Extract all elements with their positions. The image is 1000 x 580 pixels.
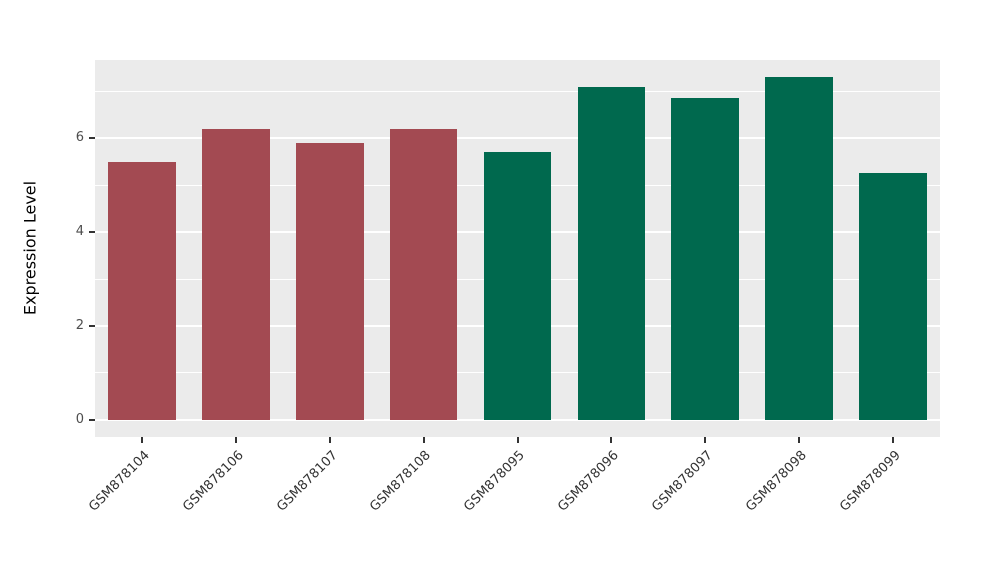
y-tick-mark xyxy=(89,137,95,140)
bar xyxy=(202,128,270,420)
x-tick-mark xyxy=(422,437,425,443)
x-tick-mark xyxy=(610,437,613,443)
bar xyxy=(577,86,646,420)
x-tick-mark xyxy=(516,437,519,443)
x-tick-mark xyxy=(328,437,331,443)
y-tick-label: 6 xyxy=(75,130,84,146)
x-tick-mark xyxy=(140,437,143,443)
y-tick-mark xyxy=(89,418,95,421)
bar xyxy=(765,77,833,420)
y-tick-label: 4 xyxy=(75,224,84,240)
bar xyxy=(295,142,364,420)
gridline-minor xyxy=(95,90,940,92)
y-tick-label: 0 xyxy=(75,411,84,427)
plot-panel xyxy=(95,60,940,437)
y-tick-mark xyxy=(89,231,95,234)
bar xyxy=(389,128,458,420)
bar xyxy=(108,161,176,420)
bar xyxy=(483,152,552,420)
x-tick-mark xyxy=(892,437,895,443)
bar xyxy=(859,173,927,420)
y-tick-label: 2 xyxy=(75,317,84,333)
gridline-major xyxy=(95,418,940,421)
x-tick-mark xyxy=(234,437,237,443)
x-tick-mark xyxy=(798,437,801,443)
y-axis-title: Expression Level xyxy=(20,180,40,316)
x-tick-mark xyxy=(704,437,707,443)
bar xyxy=(671,98,740,420)
y-tick-mark xyxy=(89,324,95,327)
gridline-major xyxy=(95,137,940,140)
